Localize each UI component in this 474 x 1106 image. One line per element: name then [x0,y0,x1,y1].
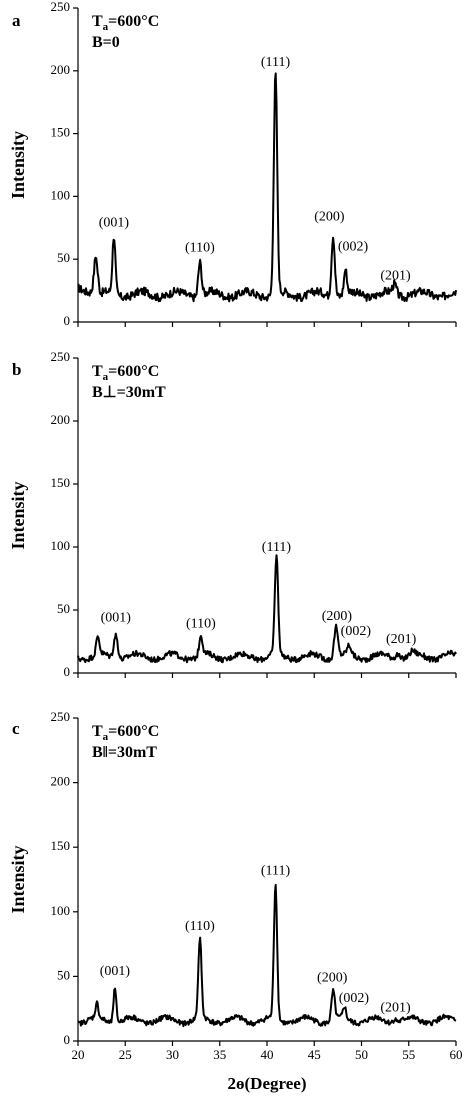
condition-field: B=0 [92,34,120,51]
y-tick-label: 250 [51,349,71,364]
condition-temperature: Ta=600°C [92,363,159,383]
y-tick-label: 100 [51,187,71,202]
y-tick-label: 250 [51,709,71,724]
peak-label: (111) [261,55,291,70]
panel-a: a 0 50 100 150 200 250 Intensity Ta=600°CB=0 (001… [8,0,457,328]
peak-label: (200) [314,209,345,224]
y-tick-label: 250 [51,0,71,14]
y-tick-label: 0 [64,1032,71,1047]
peak-label: (111) [262,540,292,555]
condition-temperature: Ta=600°C [92,723,159,743]
x-tick-label: 50 [355,1047,368,1062]
peak-label: (002) [339,991,370,1006]
y-tick-label: 100 [51,538,71,553]
x-tick-label: 55 [402,1047,415,1062]
xrd-trace-a [77,72,457,303]
y-tick-label: 0 [64,313,71,328]
x-tick-label: 45 [308,1047,321,1062]
y-axis-label: Intensity [8,481,28,549]
peak-label: (201) [386,632,417,647]
peak-label: (111) [261,863,291,878]
peak-label: (001) [101,610,132,625]
y-tick-label: 50 [57,601,70,616]
peak-label: (110) [186,617,216,632]
x-tick-label: 25 [119,1047,132,1062]
y-tick-label: 200 [51,774,71,789]
panel-letter-a: a [12,11,21,30]
condition-field: B⊥=30mT [92,384,166,401]
panel-b: b 0 50 100 150 200 250 Intensity Ta=600°CB⊥=30mT… [8,349,457,679]
y-axis-label: Intensity [8,131,28,199]
y-tick-label: 150 [51,838,71,853]
xrd-trace-c [77,883,457,1028]
x-tick-label: 30 [166,1047,179,1062]
y-tick-label: 50 [57,967,70,982]
y-tick-label: 50 [57,250,70,265]
panel-c: c 0 50 100 150 200 250 Intensity Ta=600°CB‖=30mT… [8,709,463,1093]
panel-letter-c: c [12,719,20,738]
peak-label: (110) [185,919,215,934]
xrd-trace-b [77,554,457,664]
x-tick-label: 20 [72,1047,85,1062]
peak-label: (200) [322,609,353,624]
peak-label: (001) [99,216,130,231]
y-tick-label: 150 [51,475,71,490]
peak-label: (002) [338,239,369,254]
y-tick-label: 200 [51,412,71,427]
condition-temperature: Ta=600°C [92,13,159,33]
peak-label: (002) [341,624,372,639]
x-tick-label: 60 [450,1047,463,1062]
peak-label: (110) [185,241,215,256]
y-tick-label: 200 [51,62,71,77]
peak-label: (001) [100,964,131,979]
y-axis-label: Intensity [8,845,28,913]
x-tick-label: 40 [261,1047,274,1062]
y-tick-label: 150 [51,125,71,140]
y-tick-label: 100 [51,903,71,918]
peak-label: (201) [380,268,411,283]
x-axis-label: 2ɵ(Degree) [228,1074,307,1093]
peak-label: (201) [380,1000,411,1015]
peak-label: (200) [317,971,348,986]
y-tick-label: 0 [64,664,71,679]
panel-letter-b: b [12,360,21,379]
x-tick-label: 35 [213,1047,226,1062]
condition-field: B‖=30mT [92,744,157,761]
